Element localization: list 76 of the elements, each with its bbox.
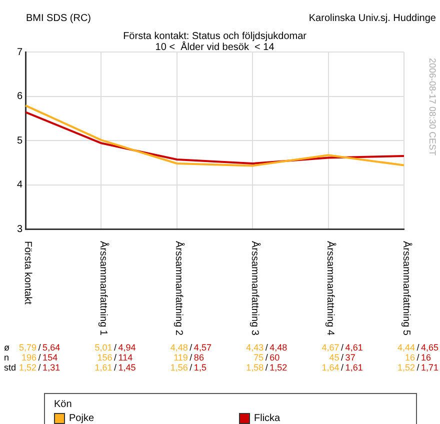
text: / <box>190 352 193 362</box>
text: 1,52 <box>397 362 415 372</box>
text: 1,45 <box>118 362 136 372</box>
text: 4,57 <box>194 342 212 352</box>
text: std <box>4 362 16 372</box>
text: / <box>114 352 117 362</box>
text: / <box>341 342 344 352</box>
text: 154 <box>42 352 58 362</box>
text: 5,01 <box>94 342 112 352</box>
text: 4,44 <box>397 342 415 352</box>
text: n <box>4 352 10 362</box>
text: 4,94 <box>118 342 136 352</box>
text: 119 <box>174 352 188 362</box>
y-tick-label: 5 <box>17 135 23 146</box>
text: Karolinska Univ.sj. Huddinge <box>308 12 436 24</box>
text: / <box>190 362 193 372</box>
text: 156 <box>97 352 112 362</box>
text: 45 <box>329 352 340 362</box>
text: 1,52 <box>270 362 288 372</box>
text: 5,64 <box>42 342 60 352</box>
text: / <box>38 362 42 372</box>
chart-subtitle: 10 < Ålder vid besök < 14 <box>155 40 275 53</box>
text: 1,56 <box>170 362 188 372</box>
text: 4,67 <box>322 342 340 352</box>
legend-title: Kön <box>54 398 72 410</box>
text: 4,43 <box>246 342 264 352</box>
y-axis-title: BMI SDS (RC) <box>26 12 91 24</box>
x-tick-label: Årssammanfattning 3 <box>248 241 261 336</box>
text: 75 <box>254 352 264 362</box>
text: / <box>416 342 420 352</box>
text: 1,5 <box>194 362 206 372</box>
y-tick-label: 7 <box>17 46 23 58</box>
y-tick-label: 3 <box>17 224 23 235</box>
text: 4,65 <box>421 342 439 352</box>
text: 1,71 <box>421 362 439 372</box>
legend-label: Pojke <box>69 412 94 424</box>
text: / <box>265 342 268 352</box>
x-tick-label: Första kontakt <box>22 241 33 305</box>
text: / <box>265 362 268 372</box>
text: / <box>38 352 42 362</box>
text: / <box>190 342 193 352</box>
text: 37 <box>345 352 356 362</box>
text: 2006-08-17 08:30 CEST <box>428 58 438 156</box>
text: 1,52 <box>19 362 37 372</box>
text: 1,61 <box>345 362 363 372</box>
chart-title: Första kontakt: Status och följdsjukdomar <box>123 30 308 42</box>
text: / <box>341 362 344 372</box>
legend-label: Flicka <box>254 412 281 424</box>
text: / <box>114 362 117 372</box>
text: 4,61 <box>345 342 363 352</box>
text: / <box>114 342 117 352</box>
text: 1,58 <box>246 362 264 372</box>
text: 114 <box>118 352 133 362</box>
text: / <box>416 362 420 372</box>
text: / <box>265 352 268 362</box>
text: 196 <box>22 352 37 362</box>
x-tick-label: Årssammanfattning 5 <box>400 241 412 336</box>
text: 1,64 <box>322 362 340 372</box>
text: / <box>38 342 42 352</box>
text: 4,48 <box>270 342 288 352</box>
x-tick-label: Årssammanfattning 4 <box>324 241 337 336</box>
x-tick-label: Årssammanfattning 1 <box>98 241 110 336</box>
text: ø <box>4 342 10 352</box>
y-tick-label: 6 <box>17 91 23 102</box>
text: / <box>416 352 420 362</box>
text: 16 <box>404 352 415 362</box>
text: / <box>341 352 344 362</box>
text: 4,48 <box>170 342 188 352</box>
text: 1,61 <box>94 362 112 372</box>
text: 16 <box>421 352 432 362</box>
text: 86 <box>194 352 204 362</box>
text: 60 <box>270 352 280 362</box>
y-tick-label: 4 <box>17 180 23 190</box>
x-tick-label: Årssammanfattning 2 <box>173 241 186 336</box>
text: 5,79 <box>19 342 37 352</box>
text: 1,31 <box>42 362 60 372</box>
